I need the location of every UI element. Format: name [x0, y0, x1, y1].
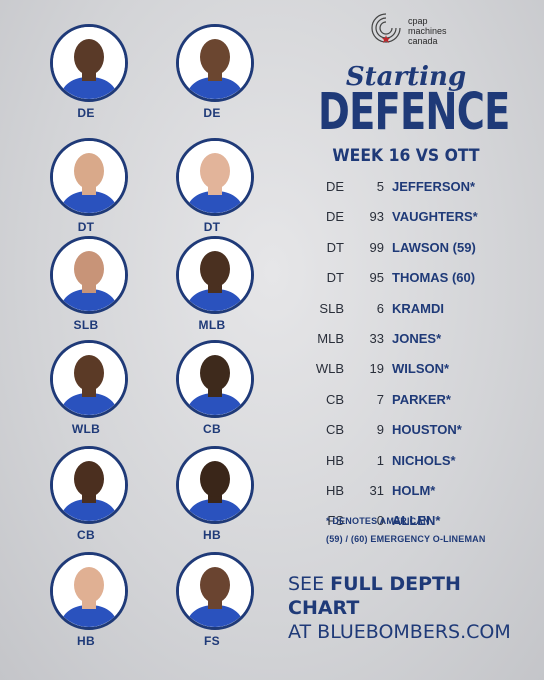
roster-number: 31 — [369, 482, 384, 498]
roster-player-name: JEFFERSON* — [392, 179, 476, 194]
roster-position: DE — [325, 209, 344, 225]
roster-row: DE 93 VAUGHTERS* — [300, 206, 520, 236]
page-title: DEFENCE — [318, 82, 510, 142]
roster-row: FS 0 ALLEN* — [300, 510, 520, 540]
player-headshot — [176, 446, 254, 524]
player-headshot — [50, 138, 128, 216]
roster-list: DE 5 JEFFERSON* DE 93 VAUGHTERS* DT 99 LAWSON (5… — [300, 176, 520, 541]
player-position-label: DE — [203, 106, 221, 120]
roster-position: CB — [325, 391, 344, 407]
player-headshot — [50, 446, 128, 524]
roster-position: FS — [327, 513, 344, 529]
roster-number: 19 — [369, 361, 384, 377]
player-headshot — [50, 552, 128, 630]
player-position-label: WLB — [71, 422, 101, 436]
roster-row: CB 9 HOUSTON* — [300, 419, 520, 449]
roster-position: CB — [325, 422, 344, 438]
player-position-label: HB — [203, 528, 221, 542]
roster-row: CB 7 PARKER* — [300, 389, 520, 419]
roster-player-name: HOUSTON* — [392, 422, 462, 438]
roster-player-name: WILSON* — [392, 361, 450, 377]
roster-row: SLB 6 KRAMDI — [300, 298, 520, 328]
player-silhouette-icon — [53, 343, 125, 415]
roster-player-name: THOMAS (60) — [392, 270, 476, 286]
player-silhouette-icon — [53, 449, 125, 521]
roster-number: 0 — [376, 513, 384, 529]
roster-player-name: LAWSON (59) — [392, 239, 476, 255]
roster-player-name: JONES* — [392, 330, 442, 346]
player-headshot — [50, 340, 128, 418]
player-position-label: CB — [203, 422, 221, 436]
roster-player-name: PARKER* — [392, 391, 451, 407]
roster-position: HB — [325, 452, 344, 468]
cta-line-2: AT BLUEBOMBERS.COM — [288, 621, 511, 643]
roster-row: HB 1 NICHOLS* — [300, 450, 520, 480]
roster-position: WLB — [315, 361, 344, 377]
player-silhouette-icon — [53, 141, 125, 213]
roster-row: HB 31 HOLM* — [300, 480, 520, 510]
player-headshot — [176, 236, 254, 314]
player-position-label: DE — [77, 106, 95, 120]
player-position-label: HB — [77, 634, 95, 648]
roster-number: 1 — [376, 452, 384, 468]
player-silhouette-icon — [53, 27, 125, 99]
script-title: Starting — [345, 62, 467, 92]
american-note: * DENOTES AMERICAN — [326, 516, 430, 526]
roster-number: 7 — [376, 391, 384, 407]
player-silhouette-icon — [179, 141, 251, 213]
player-position-label: DT — [203, 220, 221, 234]
roster-position: DE — [325, 179, 344, 194]
player-silhouette-icon — [179, 239, 251, 311]
player-position-label: DT — [77, 220, 95, 234]
player-silhouette-icon — [179, 449, 251, 521]
roster-row: DT 99 LAWSON (59) — [300, 237, 520, 267]
roster-position: DT — [326, 270, 344, 286]
roster-position: DT — [326, 239, 344, 255]
roster-row: DE 5 JEFFERSON* — [300, 176, 520, 206]
roster-row: DT 95 THOMAS (60) — [300, 267, 520, 297]
cpap-logo-icon — [371, 13, 401, 43]
roster-number: 33 — [369, 330, 384, 346]
roster-number: 5 — [376, 179, 384, 194]
player-position-label: CB — [77, 528, 95, 542]
player-headshot — [50, 236, 128, 314]
player-silhouette-icon — [53, 555, 125, 627]
roster-player-name: HOLM* — [392, 482, 436, 498]
roster-number: 9 — [376, 422, 384, 438]
roster-player-name: VAUGHTERS* — [392, 209, 478, 225]
player-headshot — [176, 24, 254, 102]
roster-row: WLB 19 WILSON* — [300, 358, 520, 388]
player-headshot — [50, 24, 128, 102]
player-silhouette-icon — [179, 343, 251, 415]
sponsor-logo: cpap machines canada — [368, 10, 488, 60]
player-silhouette-icon — [179, 555, 251, 627]
player-headshot — [176, 340, 254, 418]
player-headshot — [176, 138, 254, 216]
player-headshot — [176, 552, 254, 630]
roster-position: HB — [325, 482, 344, 498]
player-position-label: FS — [204, 634, 220, 648]
player-silhouette-icon — [53, 239, 125, 311]
depth-chart-cta[interactable]: SEE FULL DEPTH CHART AT BLUEBOMBERS.COM — [288, 572, 528, 644]
roster-player-name: KRAMDI — [392, 300, 444, 316]
roster-number: 99 — [369, 239, 384, 255]
roster-number: 93 — [369, 209, 384, 225]
roster-position: MLB — [317, 330, 344, 346]
cta-line-1: SEE FULL DEPTH CHART — [288, 573, 461, 619]
player-position-label: SLB — [73, 318, 99, 332]
roster-player-name: NICHOLS* — [392, 452, 456, 468]
roster-position: SLB — [319, 300, 344, 316]
roster-player-name: ALLEN* — [392, 513, 441, 529]
sponsor-name: cpap machines canada — [408, 16, 447, 46]
player-position-label: MLB — [198, 318, 226, 332]
emergency-note: (59) / (60) EMERGENCY O-LINEMAN — [326, 534, 486, 544]
roster-row: MLB 33 JONES* — [300, 328, 520, 358]
roster-number: 6 — [376, 300, 384, 316]
game-subtitle: WEEK 16 VS OTT — [332, 146, 480, 166]
roster-number: 95 — [369, 270, 384, 286]
player-silhouette-icon — [179, 27, 251, 99]
